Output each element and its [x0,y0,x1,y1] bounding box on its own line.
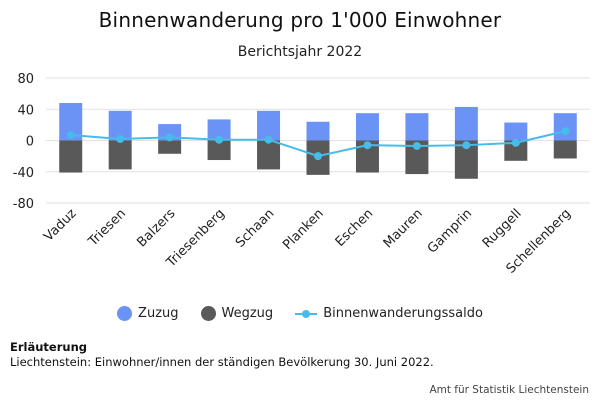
chart-title: Binnenwanderung pro 1'000 Einwohner [98,8,502,32]
saldo-point [66,131,75,140]
bar-zuzug [306,121,330,141]
saldo-point [462,141,471,150]
note-heading: Erläuterung [10,340,87,354]
x-tick-label: Planken [280,206,327,253]
bar-zuzug [355,113,379,141]
x-tick-label: Vaduz [41,206,79,244]
saldo-point [215,135,224,144]
legend-swatch-wegzug [200,305,216,321]
saldo-point [165,133,174,142]
x-tick-label: Schaan [233,206,277,250]
bar-zuzug [257,110,281,141]
bar-zuzug [553,113,577,141]
note-text: Liechtenstein: Einwohner/innen der ständ… [10,355,434,369]
bar-zuzug [158,124,182,141]
bar-wegzug [504,140,528,161]
chart-legend: Zuzug Wegzug Binnenwanderungssaldo [0,302,600,324]
source-credit: Amt für Statistik Liechtenstein [429,384,589,396]
bar-zuzug [405,113,429,141]
saldo-point [116,134,125,143]
chart-subtitle: Berichtsjahr 2022 [237,44,363,60]
x-tick-label: Balzers [134,206,178,250]
bar-zuzug [454,106,478,141]
x-tick-label: Eschen [333,206,377,250]
y-tick-label: -40 [13,166,34,181]
saldo-point [363,141,372,150]
x-tick-label: Ruggell [480,206,525,251]
y-tick-label: 40 [17,103,34,118]
legend-label-wegzug: Wegzug [221,305,274,321]
bar-wegzug [454,140,478,179]
bar-wegzug [108,140,132,170]
bar-wegzug [355,140,379,173]
legend-swatch-saldo [295,306,318,321]
saldo-point [314,152,322,161]
legend-item-zuzug[interactable]: Zuzug [117,305,179,321]
bar-zuzug [504,122,528,141]
bar-zuzug [207,119,231,141]
x-tick-label: Triesen [85,206,129,250]
saldo-point [412,141,421,150]
bar-wegzug [257,140,281,170]
legend-item-wegzug[interactable]: Wegzug [200,305,274,321]
bar-wegzug [207,140,231,161]
y-tick-label: -80 [13,197,34,212]
bar-wegzug [158,140,182,154]
legend-item-saldo[interactable]: Binnenwanderungssaldo [295,306,483,321]
x-tick-label: Mauren [381,206,426,251]
bar-zuzug [108,110,132,141]
legend-label-zuzug: Zuzug [138,305,179,321]
y-tick-label: 80 [17,72,34,87]
saldo-point [511,138,520,147]
legend-label-saldo: Binnenwanderungssaldo [323,305,483,321]
x-tick-label: Gamprin [425,206,475,256]
bar-wegzug [59,140,83,173]
bar-wegzug [553,140,577,159]
saldo-point [561,127,570,136]
bar-wegzug [405,140,429,175]
legend-swatch-zuzug [117,305,133,321]
y-tick-label: 0 [26,135,34,150]
bar-zuzug [59,103,83,141]
saldo-point [264,135,273,144]
